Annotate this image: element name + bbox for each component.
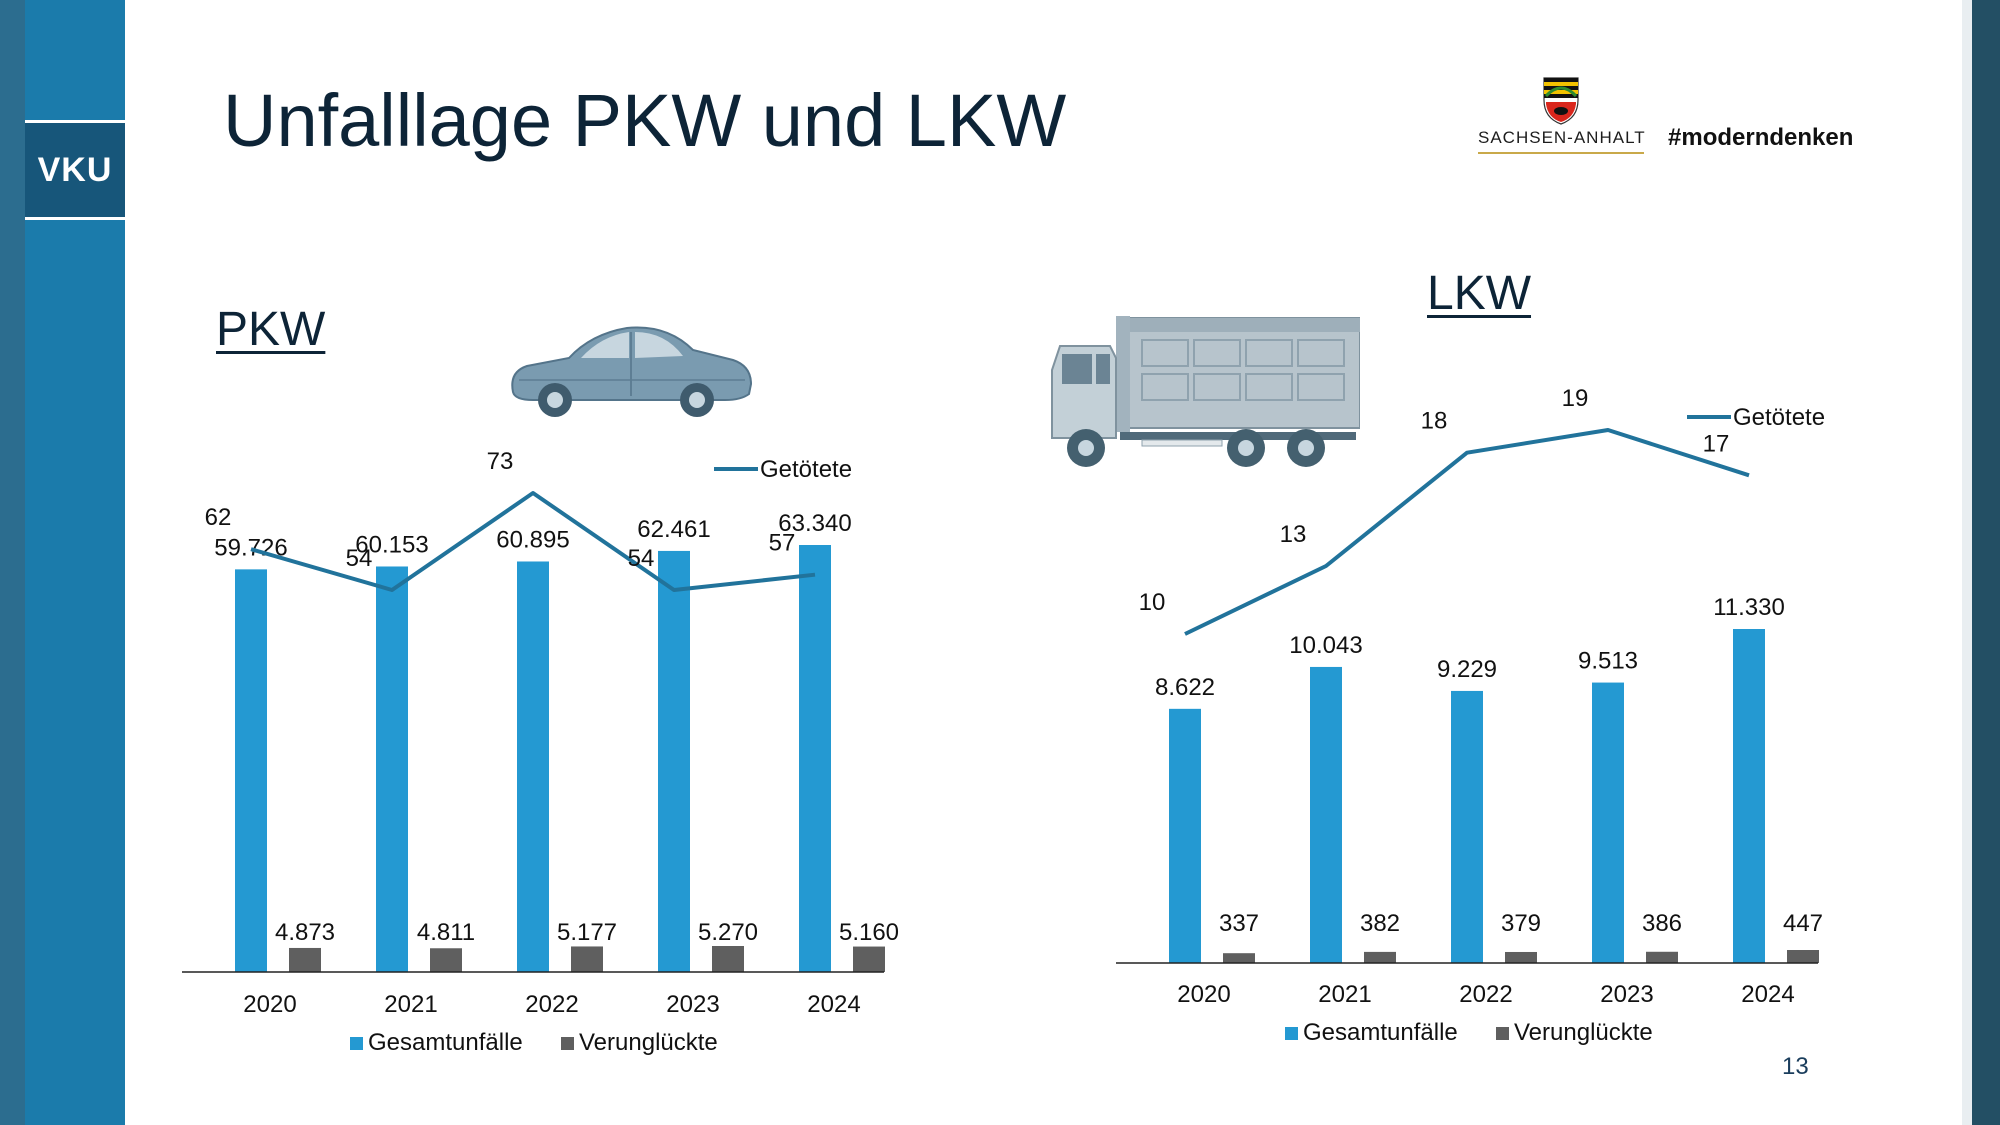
pkw-line-legend-label: Getötete (760, 456, 852, 483)
lkw-bar-injured (1646, 951, 1678, 963)
pkw-x-tick-label: 2020 (243, 991, 296, 1018)
lkw-bar-injured-label: 447 (1783, 910, 1823, 937)
pkw-bar-total (799, 545, 831, 972)
lkw-bar-injured-label: 379 (1501, 910, 1541, 937)
page-title: Unfalllage PKW und LKW (223, 79, 1067, 162)
pkw-bar-total (235, 569, 267, 972)
pkw-x-tick-label: 2024 (807, 991, 860, 1018)
pkw-bar-total (658, 550, 690, 972)
pkw-bar-total (517, 561, 549, 972)
lkw-bar-injured (1364, 951, 1396, 963)
pkw-x-tick-label: 2022 (525, 991, 578, 1018)
right-edge-light (1962, 0, 1972, 1125)
lkw-bar-total-label: 11.330 (1713, 594, 1785, 621)
pkw-bar-injured (853, 946, 885, 972)
logo-text: SACHSEN-ANHALT (1478, 128, 1646, 147)
pkw-bar-total (376, 566, 408, 972)
vku-logo-text: VKU (37, 150, 113, 189)
right-edge (1972, 0, 2000, 1125)
lkw-line-legend-label: Getötete (1733, 404, 1825, 431)
pkw-line-label: 73 (487, 448, 514, 475)
lkw-bar-injured (1787, 950, 1819, 963)
pkw-bar-injured-label: 5.270 (698, 919, 758, 946)
pkw-bar-total-label: 60.153 (355, 531, 428, 558)
lkw-legend-swatch-total (1285, 1027, 1298, 1040)
vku-logo: VKU (25, 120, 125, 220)
pkw-bar-injured (289, 947, 321, 972)
pkw-bar-total-label: 59.726 (214, 534, 287, 561)
lkw-bar-total-label: 10.043 (1289, 632, 1362, 659)
pkw-section-title: PKW (216, 303, 326, 356)
lkw-bar-injured-label: 382 (1360, 910, 1400, 937)
car-icon (511, 326, 753, 417)
lkw-bar-total (1169, 708, 1201, 963)
pkw-legend-swatch-total (350, 1037, 363, 1050)
lkw-x-tick-label: 2022 (1459, 981, 1512, 1008)
hashtag: #moderndenken (1668, 124, 1854, 151)
lkw-bar-injured-label: 386 (1642, 910, 1682, 937)
pkw-line-label: 62 (205, 504, 232, 531)
lkw-bar-injured-label: 337 (1219, 910, 1259, 937)
lkw-x-tick-label: 2021 (1318, 981, 1371, 1008)
lkw-legend-label-total: Gesamtunfälle (1303, 1019, 1458, 1046)
sachsen-anhalt-logo: SACHSEN-ANHALT (1478, 76, 1646, 160)
lkw-line-label: 17 (1703, 430, 1730, 457)
pkw-bar-injured-label: 4.873 (275, 919, 335, 946)
pkw-bar-injured (712, 946, 744, 972)
pkw-line-label: 54 (628, 545, 655, 572)
lkw-x-tick-label: 2024 (1741, 981, 1794, 1008)
coat-of-arms-icon (1543, 77, 1579, 125)
lkw-bar-total-label: 8.622 (1155, 674, 1215, 701)
pkw-legend-swatch-injured (561, 1037, 574, 1050)
pkw-bar-injured-label: 5.160 (839, 919, 899, 946)
pkw-bar-total-label: 63.340 (778, 510, 851, 537)
lkw-bar-total (1310, 666, 1342, 963)
lkw-section-title: LKW (1427, 267, 1532, 320)
pkw-bar-injured-label: 5.177 (557, 919, 617, 946)
pkw-line-getoetete (250, 491, 816, 592)
pkw-line-label: 54 (346, 545, 373, 572)
pkw-bar-total-label: 60.895 (496, 526, 569, 553)
lkw-legend-label-injured: Verunglückte (1514, 1019, 1653, 1046)
lkw-bar-injured (1223, 953, 1255, 963)
truck-icon (1051, 316, 1360, 467)
pkw-legend-label-injured: Verunglückte (579, 1029, 718, 1056)
pkw-x-tick-label: 2023 (666, 991, 719, 1018)
pkw-legend-label-total: Gesamtunfälle (368, 1029, 523, 1056)
lkw-line-label: 19 (1562, 385, 1589, 412)
lkw-line-label: 18 (1421, 408, 1448, 435)
lkw-bar-total-label: 9.513 (1578, 648, 1638, 675)
lkw-bar-total (1592, 682, 1624, 963)
page-number: 13 (1782, 1053, 1809, 1080)
lkw-legend-swatch-injured (1496, 1027, 1509, 1040)
lkw-x-tick-label: 2020 (1177, 981, 1230, 1008)
lkw-bar-total (1733, 629, 1765, 963)
lkw-line-label: 13 (1280, 521, 1307, 548)
pkw-bar-injured-label: 4.811 (417, 919, 475, 946)
lkw-bar-total-label: 9.229 (1437, 656, 1497, 683)
left-sidebar-edge (0, 0, 25, 1125)
lkw-bar-injured (1505, 951, 1537, 963)
lkw-line-label: 10 (1139, 589, 1166, 616)
logo-underline (1478, 152, 1644, 154)
pkw-bar-injured (430, 948, 462, 972)
lkw-bar-total (1451, 690, 1483, 963)
pkw-line-label: 57 (769, 530, 796, 557)
pkw-bar-injured (571, 946, 603, 972)
lkw-x-tick-label: 2023 (1600, 981, 1653, 1008)
pkw-bar-total-label: 62.461 (637, 516, 710, 543)
pkw-x-tick-label: 2021 (384, 991, 437, 1018)
